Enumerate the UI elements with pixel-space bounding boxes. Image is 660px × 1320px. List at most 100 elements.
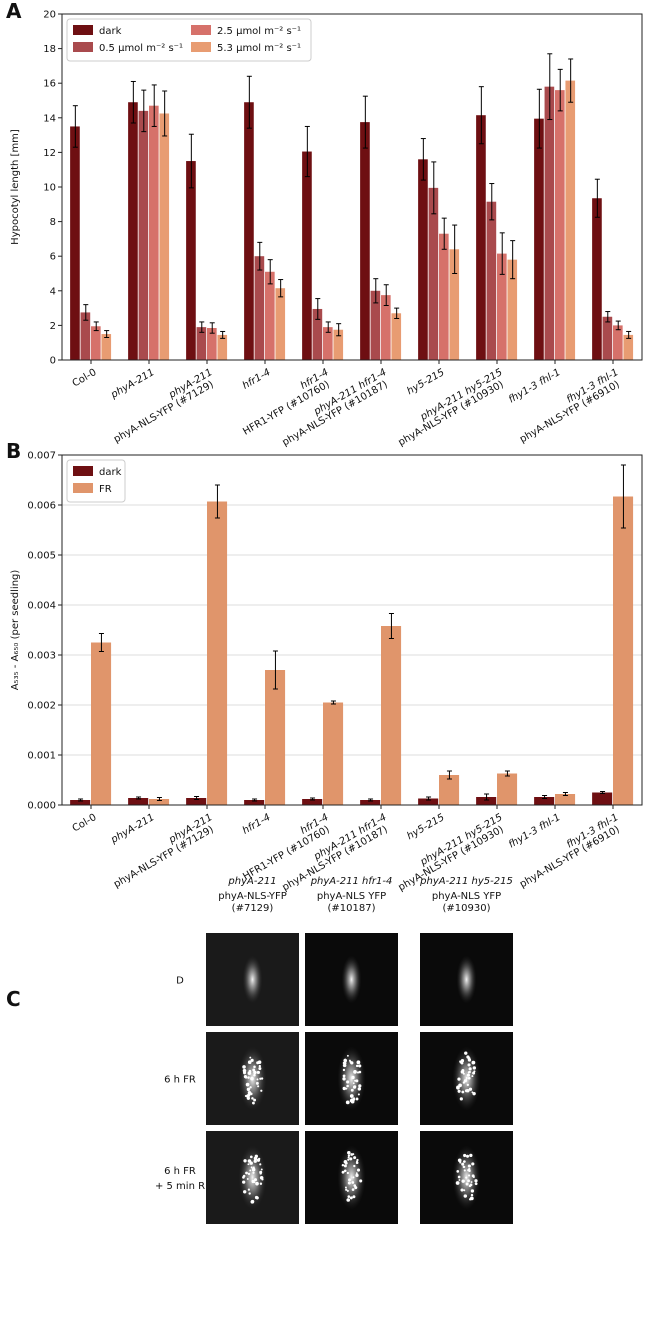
- panel-label: C: [6, 987, 21, 1011]
- plot-frame: [61, 454, 643, 806]
- speckle: [358, 1070, 362, 1074]
- speckle: [468, 1067, 472, 1071]
- speckle: [246, 1087, 251, 1092]
- speckle: [471, 1162, 475, 1166]
- bar: [128, 798, 149, 805]
- column-header: phyA-NLS-YFP: [218, 891, 287, 902]
- speckle: [468, 1167, 471, 1171]
- x-tick-label-line: phyA-211: [108, 367, 156, 401]
- speckle: [258, 1066, 262, 1071]
- speckle: [256, 1070, 260, 1075]
- bar: [476, 115, 486, 360]
- bar: [254, 256, 265, 360]
- speckle: [470, 1193, 474, 1197]
- speckle: [341, 1171, 344, 1174]
- bar: [323, 702, 344, 805]
- speckle: [259, 1182, 263, 1185]
- x-tick-label: Col-0: [71, 367, 99, 389]
- speckle: [342, 1068, 346, 1072]
- speckle: [347, 1150, 351, 1155]
- bar: [602, 316, 613, 360]
- bar: [138, 110, 149, 360]
- y-tick-label: 0.004: [27, 601, 56, 612]
- speckle: [343, 1169, 347, 1173]
- speckle: [353, 1085, 357, 1089]
- legend-label: 5.3 µmol m⁻² s⁻¹: [217, 43, 301, 54]
- bar: [544, 86, 555, 360]
- speckle: [468, 1087, 473, 1091]
- speckle: [353, 1184, 357, 1187]
- speckle: [463, 1169, 466, 1172]
- speckle: [242, 1180, 246, 1184]
- speckle: [245, 1082, 250, 1087]
- speckle: [252, 1068, 256, 1072]
- x-tick-label: hfr1-4: [241, 812, 273, 837]
- speckle: [356, 1060, 361, 1065]
- speckle: [247, 1071, 252, 1076]
- legend-frame: [66, 18, 312, 62]
- legend-label: dark: [99, 26, 122, 37]
- speckle: [463, 1153, 467, 1158]
- row-label: + 5 min R: [155, 1181, 205, 1192]
- speckle: [351, 1181, 355, 1184]
- speckle: [343, 1058, 348, 1063]
- bar: [565, 80, 576, 360]
- speckle: [250, 1166, 253, 1169]
- speckle: [351, 1075, 355, 1080]
- speckle: [351, 1188, 355, 1191]
- speckle: [461, 1179, 465, 1183]
- speckle: [470, 1181, 473, 1183]
- speckle: [346, 1198, 351, 1202]
- speckle: [252, 1101, 255, 1104]
- speckle: [466, 1055, 470, 1059]
- bar: [207, 327, 217, 360]
- bar: [196, 327, 207, 360]
- speckle: [357, 1093, 360, 1096]
- speckle: [258, 1157, 261, 1161]
- bar: [507, 259, 518, 360]
- bar: [381, 626, 402, 805]
- speckle: [455, 1181, 460, 1185]
- speckle: [461, 1068, 465, 1072]
- nucleus-glow: [456, 955, 477, 1004]
- speckle: [355, 1172, 358, 1175]
- speckle: [253, 1159, 257, 1163]
- speckle: [467, 1076, 471, 1080]
- bar: [91, 326, 101, 360]
- speckle: [465, 1176, 468, 1179]
- speckle: [349, 1094, 354, 1098]
- y-tick-label: 0.001: [27, 751, 56, 762]
- speckle: [345, 1100, 350, 1105]
- speckle: [247, 1188, 251, 1191]
- speckle: [458, 1179, 461, 1181]
- speckle: [243, 1159, 247, 1163]
- speckle: [259, 1077, 262, 1080]
- x-tick-label: fhy1-3 fhl-1: [507, 812, 563, 850]
- y-tick-label: 2: [50, 321, 56, 332]
- x-tick-label-line: hfr1-4: [241, 367, 273, 392]
- x-tick-label: Col-0: [71, 812, 99, 834]
- y-tick-label: 6: [50, 252, 56, 263]
- speckle: [358, 1084, 362, 1088]
- speckle: [469, 1153, 473, 1158]
- legend-swatch: [191, 25, 211, 35]
- speckle: [474, 1179, 478, 1183]
- x-tick-label-line: fhy1-3 fhl-1: [507, 812, 563, 850]
- speckle: [259, 1172, 262, 1175]
- speckle: [249, 1169, 252, 1172]
- speckle: [355, 1173, 359, 1178]
- speckle: [459, 1097, 463, 1101]
- speckle: [343, 1164, 347, 1168]
- speckle: [359, 1179, 363, 1183]
- speckle: [472, 1091, 476, 1096]
- speckle: [246, 1178, 249, 1180]
- speckle: [252, 1166, 255, 1169]
- column-header: phyA-NLS YFP: [317, 891, 386, 902]
- row-label: 6 h FR: [164, 1075, 196, 1086]
- speckle: [342, 1063, 347, 1068]
- bar: [302, 151, 312, 360]
- bar: [370, 290, 381, 360]
- speckle: [249, 1056, 252, 1059]
- bar: [497, 773, 518, 805]
